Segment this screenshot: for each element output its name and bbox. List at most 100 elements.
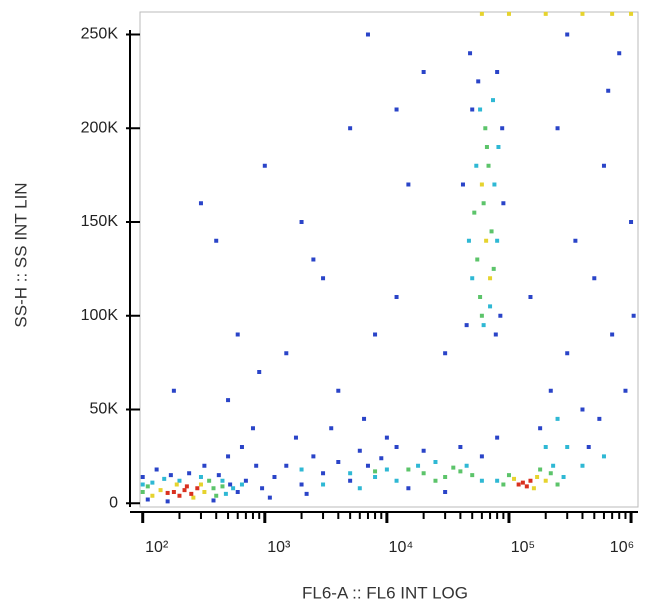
- point: [491, 98, 496, 103]
- point: [601, 163, 606, 168]
- point: [226, 398, 231, 403]
- point: [528, 295, 533, 299]
- point: [379, 456, 384, 461]
- point: [495, 238, 500, 243]
- point: [299, 482, 304, 487]
- point: [150, 493, 155, 498]
- point: [394, 445, 399, 449]
- point: [488, 276, 493, 281]
- y-tick-label: 50K: [90, 401, 119, 418]
- point: [573, 238, 578, 243]
- point: [470, 473, 475, 478]
- point: [158, 488, 163, 493]
- point: [150, 480, 155, 485]
- point: [565, 351, 570, 356]
- point: [488, 304, 493, 309]
- point: [470, 107, 475, 112]
- point: [223, 491, 228, 496]
- point: [479, 11, 484, 16]
- point: [406, 486, 411, 491]
- point: [373, 469, 378, 474]
- point: [250, 426, 255, 431]
- point: [198, 482, 203, 487]
- point: [373, 475, 378, 479]
- point: [561, 475, 566, 479]
- point: [476, 79, 481, 84]
- point: [500, 126, 505, 131]
- point: [260, 486, 265, 491]
- point: [543, 445, 548, 449]
- point: [464, 323, 469, 328]
- point: [235, 332, 240, 337]
- point: [421, 70, 426, 74]
- point: [580, 407, 585, 412]
- point: [495, 435, 500, 440]
- x-tick-label: 10⁵: [511, 539, 535, 556]
- point: [216, 473, 221, 478]
- point: [267, 495, 272, 500]
- point: [348, 126, 353, 131]
- point: [228, 482, 233, 487]
- point: [373, 332, 378, 337]
- point: [484, 145, 489, 149]
- point: [512, 476, 517, 481]
- point: [479, 454, 484, 459]
- point: [154, 467, 159, 472]
- y-tick-label: 0: [109, 494, 118, 511]
- point: [171, 388, 176, 393]
- point: [478, 107, 483, 112]
- point: [145, 484, 150, 489]
- point: [475, 257, 480, 262]
- point: [565, 445, 570, 449]
- y-tick-label: 250K: [81, 26, 119, 43]
- point: [321, 482, 326, 487]
- point: [495, 478, 500, 483]
- point: [272, 475, 277, 479]
- point: [284, 463, 289, 468]
- point: [406, 467, 411, 472]
- point: [606, 88, 611, 93]
- point: [416, 463, 421, 468]
- point: [365, 32, 370, 37]
- point: [211, 486, 216, 491]
- point: [184, 484, 189, 489]
- point: [421, 448, 426, 453]
- point: [506, 11, 511, 16]
- point: [384, 435, 389, 440]
- point: [145, 497, 150, 502]
- point: [406, 182, 411, 187]
- point: [198, 201, 203, 206]
- y-tick-label: 100K: [81, 307, 119, 324]
- point: [211, 498, 216, 503]
- point: [481, 201, 486, 206]
- point: [548, 471, 553, 476]
- point: [384, 467, 389, 472]
- point: [299, 467, 304, 472]
- point: [421, 471, 426, 476]
- point: [140, 475, 145, 479]
- point: [198, 475, 203, 479]
- point: [321, 276, 326, 281]
- point: [451, 465, 456, 470]
- point: [629, 11, 634, 16]
- point: [623, 388, 628, 393]
- point: [443, 351, 448, 356]
- point: [336, 460, 341, 464]
- point: [231, 486, 236, 491]
- y-tick-label: 150K: [81, 213, 119, 230]
- point: [535, 475, 540, 479]
- point: [202, 490, 207, 494]
- point: [486, 163, 491, 168]
- point: [474, 163, 479, 168]
- point: [495, 70, 500, 74]
- point: [580, 463, 585, 468]
- point: [182, 488, 187, 493]
- point: [177, 478, 182, 483]
- point: [493, 332, 498, 337]
- point: [336, 388, 341, 393]
- point: [548, 388, 553, 393]
- point: [329, 426, 334, 431]
- point: [239, 445, 244, 449]
- y-tick-label: 200K: [81, 119, 119, 136]
- point: [484, 238, 489, 243]
